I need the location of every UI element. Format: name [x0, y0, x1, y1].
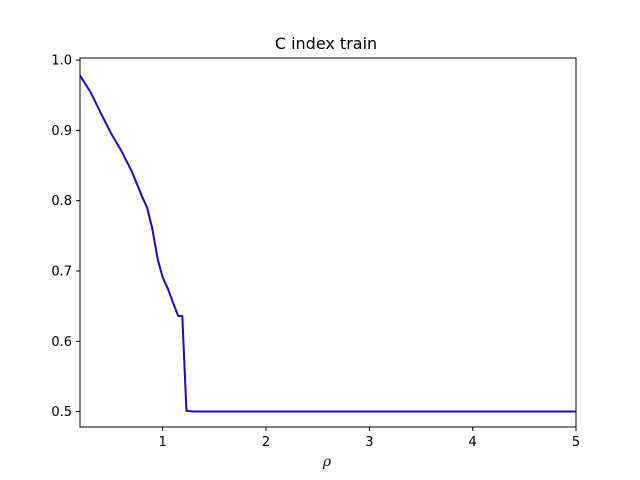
y-tick-label: 0.5 [51, 405, 72, 420]
x-tick-label: 2 [262, 435, 270, 450]
x-tick-label: 3 [365, 435, 373, 450]
plot-area [79, 57, 577, 428]
y-tick-label: 0.8 [51, 194, 72, 209]
y-axis: 0.5 0.6 0.7 0.8 0.9 1.0 [51, 54, 80, 420]
x-axis-label: ρ [322, 454, 332, 470]
y-tick-label: 0.6 [51, 335, 72, 350]
y-tick-label: 1.0 [51, 54, 72, 69]
y-tick-label: 0.7 [51, 264, 72, 279]
x-tick-label: 1 [159, 435, 167, 450]
x-tick-label: 4 [469, 435, 477, 450]
y-tick-label: 0.9 [51, 124, 72, 139]
x-axis: 1 2 3 4 5 [159, 427, 580, 450]
plot-frame [79, 57, 577, 428]
x-tick-label: 5 [572, 435, 580, 450]
chart-title: C index train [275, 34, 377, 53]
series-line-0 [79, 75, 576, 413]
